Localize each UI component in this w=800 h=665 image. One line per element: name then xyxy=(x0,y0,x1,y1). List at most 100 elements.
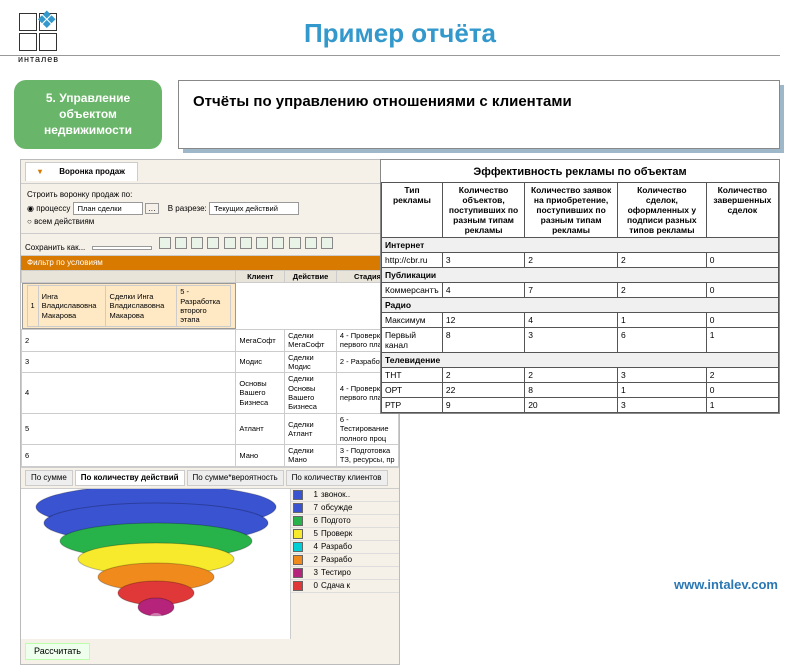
tb-icon-3[interactable] xyxy=(191,237,203,249)
report-cell: 8 xyxy=(442,327,524,352)
report-row: ТНТ2232 xyxy=(382,367,779,382)
table-row[interactable]: 3МодисСделки Модис2 - Разработка xyxy=(22,351,399,373)
legend-row[interactable]: 3Тестиро xyxy=(291,567,399,580)
radio-all[interactable]: ○ xyxy=(27,217,34,226)
report-cell: 3 xyxy=(442,252,524,267)
legend-row[interactable]: 4Разрабо xyxy=(291,541,399,554)
report-cell: 4 xyxy=(442,282,524,297)
grid-header[interactable] xyxy=(22,270,236,282)
logo: ❖ инталев xyxy=(18,12,59,64)
legend-row[interactable]: 6Подгото xyxy=(291,515,399,528)
table-row[interactable]: 6МаноСделки Мано3 - Подготовка ТЗ, ресур… xyxy=(22,444,399,466)
report-cell: 3 xyxy=(617,367,706,382)
tb-icon-2[interactable] xyxy=(175,237,187,249)
report-header: Количество объектов, поступивших по разн… xyxy=(442,182,524,237)
grid-cell: Сделки МегаСофт xyxy=(285,329,337,351)
report-cell: ТНТ xyxy=(382,367,443,382)
report-cell: 1 xyxy=(706,397,778,412)
grid-header[interactable]: Клиент xyxy=(236,270,285,282)
process-select[interactable]: План сделки xyxy=(73,202,143,215)
grid-cell: Инга Владиславовна Макарова xyxy=(38,286,106,327)
report-cell: 4 xyxy=(525,312,618,327)
report-header: Количество завершенных сделок xyxy=(706,182,778,237)
grid-header[interactable]: Действие xyxy=(285,270,337,282)
legend-row[interactable]: 0Сдача к xyxy=(291,580,399,593)
report-row: Первый канал8361 xyxy=(382,327,779,352)
report-cell: 0 xyxy=(706,282,778,297)
report-cell: 1 xyxy=(706,327,778,352)
table-row[interactable]: 4Основы Вашего БизнесаСделки Основы Ваше… xyxy=(22,373,399,414)
legend-swatch xyxy=(293,503,303,513)
legend-num: 5 xyxy=(306,529,318,539)
process-select-btn[interactable]: … xyxy=(145,203,159,214)
radio-process[interactable]: ◉ xyxy=(27,204,36,213)
table-row[interactable]: 5АтлантСделки Атлант6 - Тестирование пол… xyxy=(22,413,399,444)
grid-cell: 3 - Подготовка ТЗ, ресурсы, пр xyxy=(336,444,398,466)
radio-all-label: всем действиям xyxy=(34,217,94,226)
tb-icon-7[interactable] xyxy=(256,237,268,249)
legend-swatch xyxy=(293,516,303,526)
report-cell: Коммерсантъ xyxy=(382,282,443,297)
grid-cell: Сделки Инга Владиславовна Макарова xyxy=(106,286,177,327)
report-cell: 7 xyxy=(525,282,618,297)
legend-swatch xyxy=(293,490,303,500)
legend-num: 4 xyxy=(306,542,318,552)
report-title: Эффективность рекламы по объектам xyxy=(381,166,779,178)
save-as-label[interactable]: Сохранить как... xyxy=(25,243,85,252)
grid-cell: Сделки Модис xyxy=(285,351,337,373)
tb-icon-5[interactable] xyxy=(224,237,236,249)
legend-row[interactable]: 7обсужде xyxy=(291,502,399,515)
subtitle-box: Отчёты по управлению отношениями с клиен… xyxy=(178,80,780,149)
table-row[interactable]: 2МегаСофтСделки МегаСофт4 - Проверка пер… xyxy=(22,329,399,351)
grid-cell: 4 xyxy=(22,373,236,414)
grid-cell: Сделки Основы Вашего Бизнеса xyxy=(285,373,337,414)
legend-row[interactable]: 1звонок.. xyxy=(291,489,399,502)
legend-label: Разрабо xyxy=(321,542,352,552)
grid-cell: Мано xyxy=(236,444,285,466)
tb-icon-1[interactable] xyxy=(159,237,171,249)
legend-row[interactable]: 5Проверк xyxy=(291,528,399,541)
report-cell: http://cbr.ru xyxy=(382,252,443,267)
calculate-button[interactable]: Рассчитать xyxy=(25,643,90,660)
legend-swatch xyxy=(293,542,303,552)
grid-cell: 5 xyxy=(22,413,236,444)
tb-icon-6[interactable] xyxy=(240,237,252,249)
tab-funnel[interactable]: ▾ Воронка продаж xyxy=(25,162,138,181)
tab-label: Воронка продаж xyxy=(53,165,131,179)
filter-band[interactable]: Фильтр по условиям xyxy=(21,256,399,270)
tb-icon-9[interactable] xyxy=(289,237,301,249)
tb-icon-10[interactable] xyxy=(305,237,317,249)
funnel-legend: 1звонок..7обсужде6Подгото5Проверк4Разраб… xyxy=(291,489,399,639)
legend-label: Тестиро xyxy=(321,568,351,578)
report-cell: РТР xyxy=(382,397,443,412)
clients-grid[interactable]: КлиентДействиеСтадия 1Инга Владиславовна… xyxy=(21,270,399,467)
lower-tab[interactable]: По сумме*вероятность xyxy=(187,470,284,486)
tb-icon-4[interactable] xyxy=(207,237,219,249)
feather-icon: ❖ xyxy=(36,6,58,35)
legend-row[interactable]: 2Разрабо xyxy=(291,554,399,567)
report-table: Эффективность рекламы по объектам Тип ре… xyxy=(380,159,780,414)
save-as-select[interactable] xyxy=(92,246,152,250)
report-cell: 2 xyxy=(442,367,524,382)
lower-tab[interactable]: По количеству действий xyxy=(75,470,185,486)
cut-select[interactable]: Текущих действий xyxy=(209,202,299,215)
lower-tab[interactable]: По количеству клиентов xyxy=(286,470,388,486)
lower-tab[interactable]: По сумме xyxy=(25,470,73,486)
report-cell: 22 xyxy=(442,382,524,397)
tb-icon-11[interactable] xyxy=(321,237,333,249)
app-window: ▾ Воронка продаж Строить воронку продаж … xyxy=(20,159,400,665)
legend-swatch xyxy=(293,555,303,565)
grid-cell: МегаСофт xyxy=(236,329,285,351)
legend-num: 2 xyxy=(306,555,318,565)
legend-swatch xyxy=(293,581,303,591)
report-row: Максимум12410 xyxy=(382,312,779,327)
table-row[interactable]: 1Инга Владиславовна МакароваСделки Инга … xyxy=(22,283,236,329)
legend-label: Проверк xyxy=(321,529,352,539)
logo-text: инталев xyxy=(18,54,59,64)
cut-label: В разрезе: xyxy=(168,204,207,213)
legend-num: 0 xyxy=(306,581,318,591)
report-cell: 6 xyxy=(617,327,706,352)
grid-cell: 3 xyxy=(22,351,236,373)
tb-icon-8[interactable] xyxy=(272,237,284,249)
legend-num: 1 xyxy=(306,490,318,500)
